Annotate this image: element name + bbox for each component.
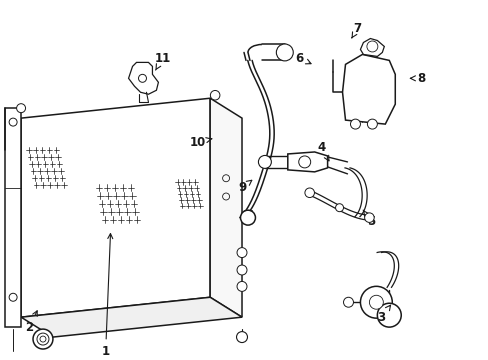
Circle shape <box>9 293 17 301</box>
Polygon shape <box>360 39 384 57</box>
Polygon shape <box>342 54 394 124</box>
Text: 9: 9 <box>237 180 251 194</box>
Text: 11: 11 <box>154 52 170 70</box>
Circle shape <box>40 336 46 342</box>
Text: 3: 3 <box>377 305 390 324</box>
Circle shape <box>33 329 53 349</box>
Circle shape <box>210 90 220 100</box>
Circle shape <box>17 104 25 113</box>
Text: 2: 2 <box>25 311 37 334</box>
Circle shape <box>298 156 310 168</box>
Polygon shape <box>21 98 210 317</box>
Circle shape <box>377 303 401 327</box>
Text: 7: 7 <box>351 22 361 38</box>
Polygon shape <box>21 297 242 337</box>
Circle shape <box>240 210 255 225</box>
Circle shape <box>335 204 343 212</box>
Circle shape <box>366 119 377 129</box>
Circle shape <box>343 297 353 307</box>
Circle shape <box>366 41 377 52</box>
Circle shape <box>237 248 246 257</box>
Text: 5: 5 <box>363 210 375 228</box>
Circle shape <box>350 119 360 129</box>
Circle shape <box>360 286 391 318</box>
Circle shape <box>236 332 247 343</box>
Text: 4: 4 <box>317 141 328 161</box>
Circle shape <box>237 265 246 275</box>
Text: 10: 10 <box>190 135 211 149</box>
Polygon shape <box>287 152 327 172</box>
Polygon shape <box>5 108 21 327</box>
Circle shape <box>368 295 383 309</box>
Circle shape <box>305 188 314 198</box>
Text: 1: 1 <box>102 234 113 357</box>
Text: 8: 8 <box>409 72 425 85</box>
Polygon shape <box>210 98 242 317</box>
Circle shape <box>364 213 373 222</box>
Circle shape <box>258 156 271 168</box>
Circle shape <box>37 333 49 345</box>
Circle shape <box>138 74 146 82</box>
Text: 6: 6 <box>295 52 310 65</box>
Circle shape <box>276 44 293 61</box>
Circle shape <box>237 282 246 291</box>
Circle shape <box>9 118 17 126</box>
